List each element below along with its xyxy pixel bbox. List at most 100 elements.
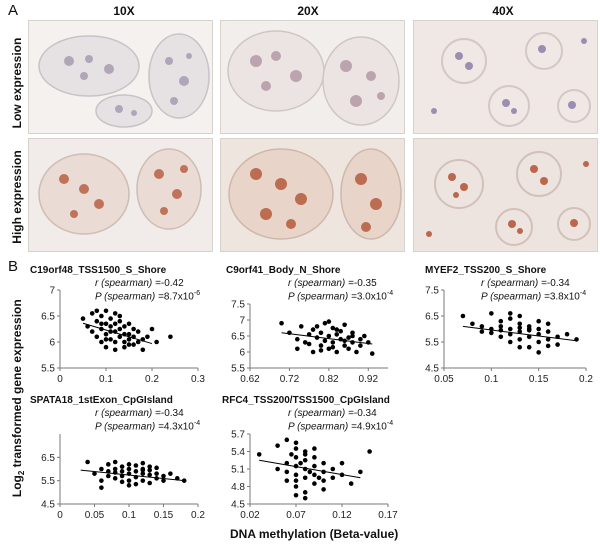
data-point — [94, 308, 100, 314]
data-point — [106, 473, 111, 479]
data-point — [479, 329, 485, 334]
data-point — [140, 467, 146, 473]
data-point — [517, 337, 523, 342]
y-tick-label: 7.5 — [231, 300, 245, 311]
x-axis-label: DNA methylation (Beta-value) — [230, 527, 399, 541]
data-point — [119, 464, 125, 469]
data-point — [135, 329, 141, 334]
p-stat: P (spearman) =3.8x10-4 — [481, 290, 587, 303]
data-point — [133, 463, 139, 468]
y-tick-label: 7 — [49, 286, 55, 297]
data-point — [279, 320, 284, 326]
column-header-40x: 40X — [492, 4, 514, 18]
scatter-plot-myef2: 4.5 5.5 6.5 7.5 0.05 0.1 0.15 0.2 — [425, 286, 593, 386]
data-point — [293, 484, 299, 489]
data-point — [342, 343, 347, 348]
data-point — [489, 330, 494, 336]
data-point — [334, 327, 340, 332]
data-point — [536, 326, 541, 332]
data-point — [526, 344, 532, 350]
y-axis-label: Log2 transformed gene expression — [9, 299, 27, 498]
data-point — [507, 311, 513, 316]
x-tick-label: 0.3 — [191, 374, 205, 385]
data-point — [346, 335, 351, 340]
x-tick-label: 0.2 — [191, 510, 205, 521]
column-header-20x: 20X — [297, 4, 319, 18]
x-tick-label: 0.1 — [99, 374, 113, 385]
y-tick-label: 5.5 — [41, 476, 55, 487]
data-point — [293, 478, 299, 483]
data-point — [302, 475, 308, 481]
data-point — [322, 338, 328, 344]
data-point — [181, 478, 187, 483]
data-point — [119, 479, 125, 485]
data-point — [119, 469, 125, 474]
data-point — [526, 328, 532, 333]
panel-b-letter: B — [8, 258, 19, 275]
data-point — [362, 333, 367, 339]
data-point — [564, 331, 570, 337]
plot-title: C9orf41_Body_N_Shore — [226, 265, 341, 276]
r-stat: r (spearman) =-0.34 — [481, 278, 570, 289]
data-point — [321, 478, 326, 483]
data-point — [94, 318, 100, 324]
data-point — [350, 330, 355, 336]
data-point — [147, 467, 152, 473]
trend-line — [281, 332, 373, 345]
data-point — [338, 328, 343, 334]
y-tick-label: 6.5 — [425, 312, 439, 323]
scatter-plot-c9orf41: 5.5 6 6.5 7 7.5 0.62 0.72 0.82 0.92 — [231, 300, 388, 385]
data-point — [293, 455, 299, 460]
data-point — [350, 333, 355, 339]
y-tick-label: 7.5 — [425, 286, 439, 297]
x-tick-label: 0.1 — [484, 374, 498, 385]
data-point — [103, 308, 109, 314]
data-point — [135, 339, 141, 345]
data-point — [346, 346, 351, 352]
data-point — [154, 339, 159, 345]
data-point — [460, 313, 466, 319]
trend-line — [259, 459, 361, 479]
data-point — [122, 344, 127, 350]
data-point — [154, 471, 159, 476]
data-point — [318, 348, 324, 353]
data-point — [316, 475, 322, 481]
data-point — [122, 339, 127, 345]
data-point — [318, 330, 324, 336]
data-point — [545, 337, 551, 342]
x-tick-label: 0.1 — [122, 510, 136, 521]
x-tick-label: 0.17 — [378, 510, 398, 521]
data-point — [312, 481, 317, 486]
y-tick-label: 4.8 — [231, 482, 245, 493]
y-tick-label: 6.5 — [231, 332, 245, 343]
y-tick-label: 5.4 — [231, 447, 245, 458]
data-point — [295, 346, 300, 352]
x-tick-label: 0.07 — [286, 510, 306, 521]
y-tick-label: 5.5 — [231, 364, 245, 375]
data-point — [326, 333, 332, 339]
data-point — [489, 311, 494, 316]
data-point — [289, 452, 294, 457]
data-point — [498, 328, 504, 333]
data-point — [298, 324, 304, 329]
data-point — [330, 344, 336, 350]
data-point — [140, 478, 146, 483]
data-point — [99, 321, 104, 327]
x-tick-label: 0 — [57, 510, 63, 521]
data-point — [498, 318, 504, 324]
trend-line — [82, 322, 153, 345]
data-point — [318, 343, 324, 348]
data-point — [126, 478, 132, 483]
p-stat: P (spearman) =8.7x10-6 — [95, 290, 201, 303]
data-point — [310, 327, 316, 332]
data-point — [275, 466, 280, 472]
data-point — [103, 337, 109, 342]
data-point — [321, 487, 326, 492]
data-point — [122, 324, 127, 329]
data-point — [140, 347, 146, 353]
x-tick-label: 0.92 — [359, 374, 379, 385]
trend-line — [80, 469, 185, 482]
data-point — [306, 332, 312, 337]
data-point — [338, 336, 343, 342]
data-point — [161, 478, 166, 483]
